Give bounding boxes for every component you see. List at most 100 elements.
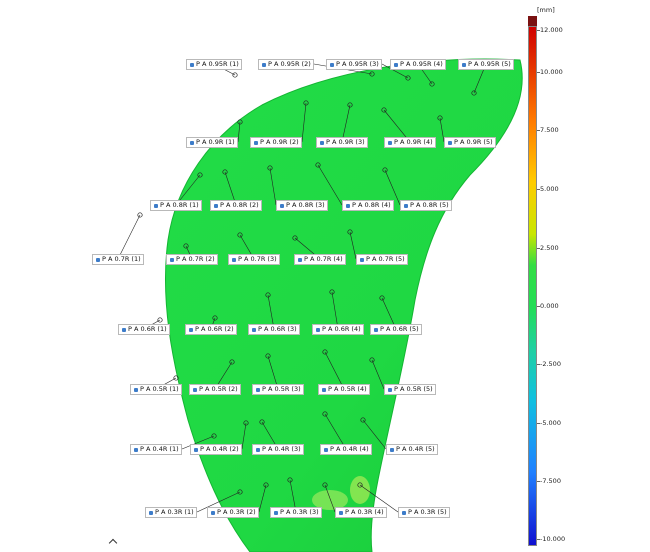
measurement-point[interactable] <box>357 482 363 488</box>
measurement-label[interactable]: P A 0.8R (5) <box>400 200 452 211</box>
measurement-point[interactable] <box>471 90 477 96</box>
measurement-point[interactable] <box>237 119 243 125</box>
pin-icon <box>394 62 398 67</box>
measurement-label[interactable]: P A 0.6R (2) <box>185 324 237 335</box>
measurement-label[interactable]: P A 0.8R (4) <box>342 200 394 211</box>
measurement-point[interactable] <box>243 420 249 426</box>
measurement-point[interactable] <box>347 229 353 235</box>
measurement-point[interactable] <box>287 477 293 483</box>
measurement-label[interactable]: P A 0.4R (2) <box>190 444 242 455</box>
pin-icon <box>374 327 378 332</box>
measurement-point[interactable] <box>437 115 443 121</box>
measurement-point[interactable] <box>322 482 328 488</box>
measurement-label[interactable]: P A 0.3R (5) <box>398 507 450 518</box>
measurement-label[interactable]: P A 0.7R (3) <box>228 254 280 265</box>
measurement-label[interactable]: P A 0.5R (2) <box>189 384 241 395</box>
measurement-point[interactable] <box>369 357 375 363</box>
measurement-point[interactable] <box>347 102 353 108</box>
measurement-label[interactable]: P A 0.8R (3) <box>276 200 328 211</box>
measurement-label[interactable]: P A 0.4R (1) <box>130 444 182 455</box>
measurement-point[interactable] <box>232 72 238 78</box>
measurement-label-text: P A 0.3R (2) <box>217 508 256 516</box>
measurement-label[interactable]: P A 0.5R (5) <box>384 384 436 395</box>
measurement-point[interactable] <box>211 433 217 439</box>
measurement-point[interactable] <box>322 349 328 355</box>
measurement-label-text: P A 0.4R (4) <box>330 445 369 453</box>
measurement-point[interactable] <box>137 212 143 218</box>
measurement-point[interactable] <box>157 317 163 323</box>
measurement-label[interactable]: P A 0.95R (5) <box>458 59 514 70</box>
measurement-point[interactable] <box>212 315 218 321</box>
measurement-label[interactable]: P A 0.9R (3) <box>316 137 368 148</box>
measurement-point[interactable] <box>237 489 243 495</box>
leader-line <box>258 484 267 513</box>
measurement-label-text: P A 0.9R (1) <box>196 138 235 146</box>
measurement-label[interactable]: P A 0.5R (1) <box>130 384 182 395</box>
measurement-label[interactable]: P A 0.8R (1) <box>150 200 202 211</box>
measurement-label[interactable]: P A 0.95R (2) <box>258 59 314 70</box>
measurement-point[interactable] <box>405 75 411 81</box>
measurement-label-text: P A 0.9R (4) <box>394 138 433 146</box>
measurement-label[interactable]: P A 0.4R (3) <box>252 444 304 455</box>
measurement-label[interactable]: P A 0.5R (3) <box>252 384 304 395</box>
measurement-label[interactable]: P A 0.3R (4) <box>335 507 387 518</box>
pin-icon <box>324 447 328 452</box>
measurement-point[interactable] <box>292 235 298 241</box>
measurement-label[interactable]: P A 0.6R (4) <box>312 324 364 335</box>
leader-lines <box>117 63 487 513</box>
measurement-label[interactable]: P A 0.6R (3) <box>248 324 300 335</box>
measurement-point[interactable] <box>173 375 179 381</box>
measurement-label[interactable]: P A 0.95R (3) <box>326 59 382 70</box>
measurement-point[interactable] <box>303 100 309 106</box>
colorbar-tick-mark <box>537 539 540 540</box>
measurement-label[interactable]: P A 0.6R (5) <box>370 324 422 335</box>
pin-icon <box>134 387 138 392</box>
measurement-label[interactable]: P A 0.5R (4) <box>318 384 370 395</box>
measurement-label[interactable]: P A 0.4R (4) <box>320 444 372 455</box>
measurement-label[interactable]: P A 0.7R (4) <box>294 254 346 265</box>
measurement-point[interactable] <box>259 419 265 425</box>
measurement-label[interactable]: P A 0.95R (1) <box>186 59 242 70</box>
measurement-point[interactable] <box>229 359 235 365</box>
measurement-point[interactable] <box>197 172 203 178</box>
pin-icon <box>404 203 408 208</box>
measurement-label[interactable]: P A 0.7R (5) <box>356 254 408 265</box>
measurement-label[interactable]: P A 0.7R (1) <box>92 254 144 265</box>
measurement-point[interactable] <box>369 71 375 77</box>
measurement-label[interactable]: P A 0.3R (3) <box>270 507 322 518</box>
measurement-label[interactable]: P A 0.3R (2) <box>207 507 259 518</box>
leader-line <box>381 297 397 330</box>
measurement-label[interactable]: P A 0.95R (4) <box>390 59 446 70</box>
measurement-label[interactable]: P A 0.9R (5) <box>444 137 496 148</box>
measurement-label[interactable]: P A 0.3R (1) <box>145 507 197 518</box>
measurement-point[interactable] <box>183 243 189 249</box>
colorbar-tick-label: -7.500 <box>540 477 561 485</box>
measurement-label[interactable]: P A 0.8R (2) <box>210 200 262 211</box>
leader-line <box>267 294 275 330</box>
colorbar-tick-label: 7.500 <box>540 126 559 134</box>
measurement-point[interactable] <box>381 107 387 113</box>
measurement-label[interactable]: P A 0.9R (4) <box>384 137 436 148</box>
measurement-label[interactable]: P A 0.7R (2) <box>166 254 218 265</box>
measurement-point[interactable] <box>382 167 388 173</box>
measurement-point[interactable] <box>263 482 269 488</box>
leader-line <box>359 484 399 513</box>
measurement-label[interactable]: P A 0.6R (1) <box>118 324 170 335</box>
measurement-point[interactable] <box>267 165 273 171</box>
measurement-label[interactable]: P A 0.9R (2) <box>250 137 302 148</box>
measurement-point[interactable] <box>360 417 366 423</box>
measurement-point[interactable] <box>379 295 385 301</box>
measurement-label[interactable]: P A 0.4R (5) <box>386 444 438 455</box>
measurement-point[interactable] <box>222 169 228 175</box>
measurement-point[interactable] <box>265 353 271 359</box>
measurement-label-text: P A 0.5R (5) <box>394 385 433 393</box>
measurement-point[interactable] <box>237 232 243 238</box>
measurement-point[interactable] <box>315 162 321 168</box>
measurement-label[interactable]: P A 0.9R (1) <box>186 137 238 148</box>
measurement-point[interactable] <box>329 289 335 295</box>
measurement-point[interactable] <box>322 411 328 417</box>
measurement-point[interactable] <box>265 292 271 298</box>
measurement-point[interactable] <box>429 81 435 87</box>
